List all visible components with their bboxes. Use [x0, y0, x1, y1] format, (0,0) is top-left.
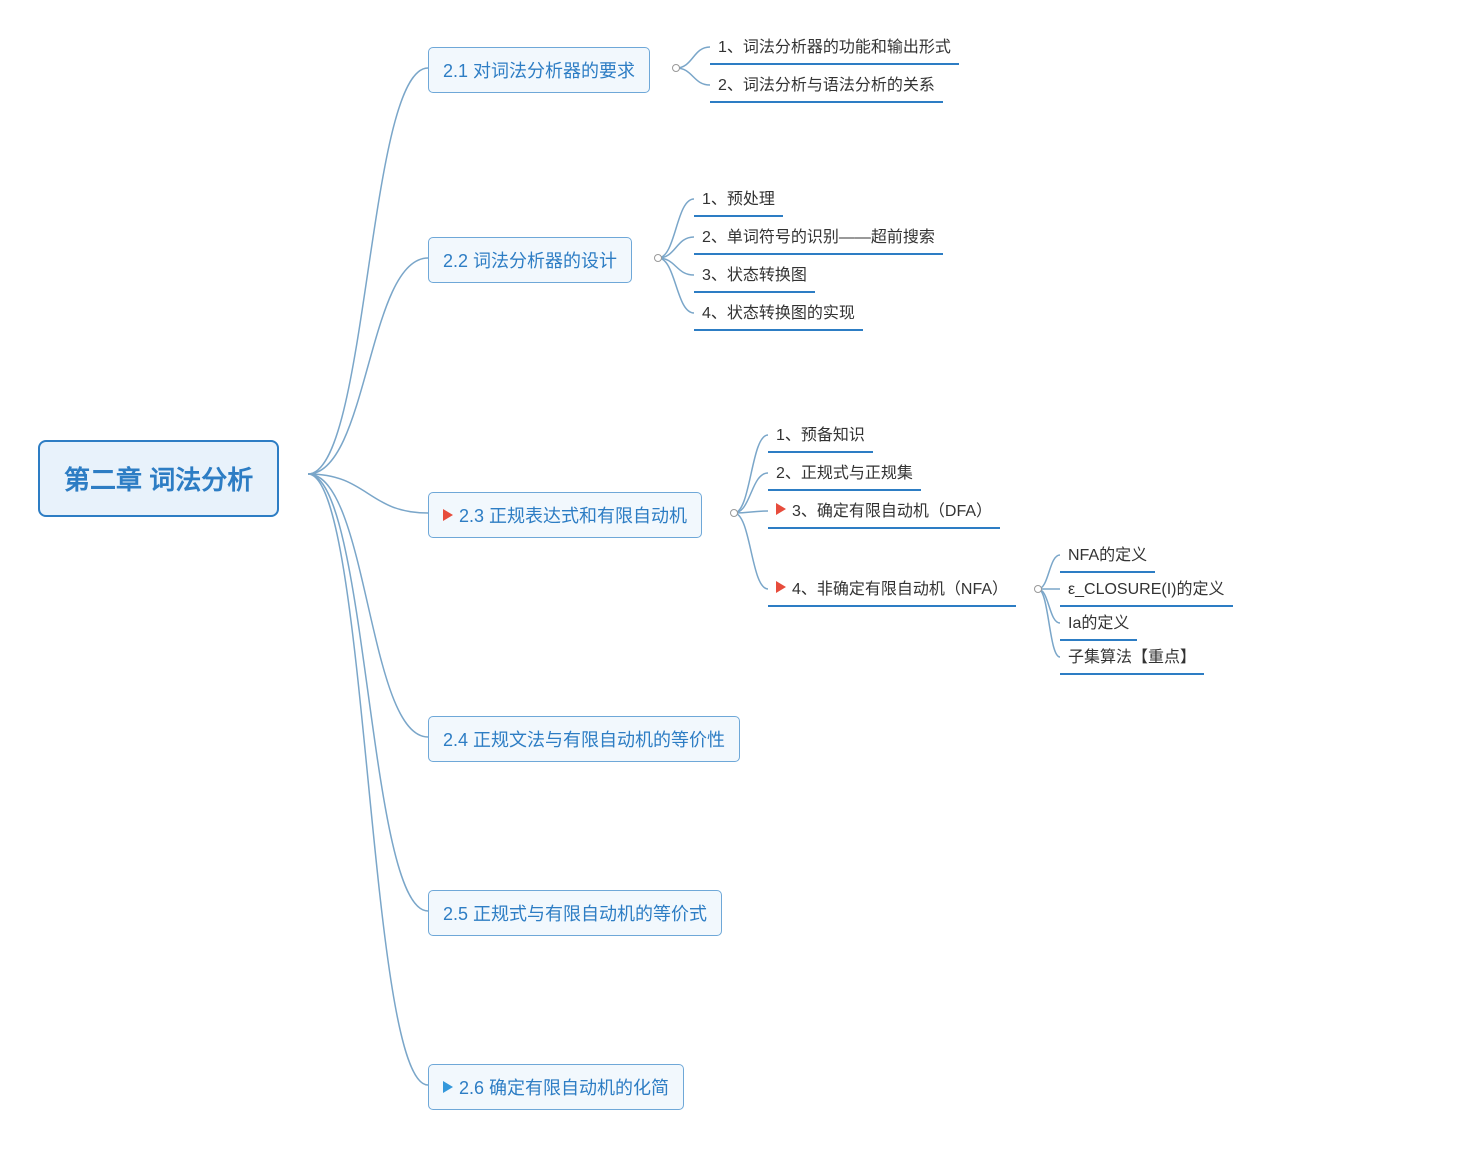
leaf-node[interactable]: 4、非确定有限自动机（NFA） — [768, 570, 1016, 607]
edge — [1038, 589, 1060, 623]
leaf-label: NFA的定义 — [1068, 541, 1147, 565]
branch-node[interactable]: 2.3 正规表达式和有限自动机 — [428, 492, 702, 538]
leaf-label: 2、词法分析与语法分析的关系 — [718, 71, 935, 95]
edge — [308, 474, 428, 1085]
branch-label: 2.1 对词法分析器的要求 — [443, 57, 635, 83]
connector-dot — [1034, 585, 1042, 593]
edge — [308, 474, 428, 911]
connector-dot — [672, 64, 680, 72]
root-node[interactable]: 第二章 词法分析 — [38, 440, 279, 517]
leaf-node[interactable]: NFA的定义 — [1060, 536, 1155, 573]
branch-node[interactable]: 2.1 对词法分析器的要求 — [428, 47, 650, 93]
leaf-label: 3、状态转换图 — [702, 261, 807, 285]
edge — [734, 435, 768, 513]
leaf-label: Ia的定义 — [1068, 609, 1129, 633]
flag-red-icon — [776, 581, 786, 593]
branch-label: 2.3 正规表达式和有限自动机 — [459, 502, 687, 528]
leaf-node[interactable]: 3、确定有限自动机（DFA） — [768, 492, 1000, 529]
branch-node[interactable]: 2.6 确定有限自动机的化简 — [428, 1064, 684, 1110]
flag-blue-icon — [443, 1081, 453, 1093]
edge — [734, 473, 768, 513]
leaf-node[interactable]: 子集算法【重点】 — [1060, 638, 1204, 675]
edge — [658, 258, 694, 275]
connector-dot — [730, 509, 738, 517]
leaf-label: 子集算法【重点】 — [1068, 643, 1196, 667]
leaf-node[interactable]: 1、预处理 — [694, 180, 783, 217]
edge — [1038, 555, 1060, 589]
edge — [308, 258, 428, 474]
leaf-label: ε_CLOSURE(I)的定义 — [1068, 575, 1225, 599]
leaf-node[interactable]: 3、状态转换图 — [694, 256, 815, 293]
leaf-label: 2、单词符号的识别——超前搜索 — [702, 223, 935, 247]
edge — [734, 513, 768, 589]
leaf-node[interactable]: ε_CLOSURE(I)的定义 — [1060, 570, 1233, 607]
leaf-label: 1、预备知识 — [776, 421, 865, 445]
leaf-node[interactable]: 2、词法分析与语法分析的关系 — [710, 66, 943, 103]
branch-node[interactable]: 2.2 词法分析器的设计 — [428, 237, 632, 283]
edge-layer — [0, 0, 1478, 1151]
edge — [676, 68, 710, 85]
flag-red-icon — [776, 503, 786, 515]
edge — [658, 258, 694, 313]
branch-label: 2.2 词法分析器的设计 — [443, 247, 617, 273]
branch-node[interactable]: 2.4 正规文法与有限自动机的等价性 — [428, 716, 740, 762]
branch-node[interactable]: 2.5 正规式与有限自动机的等价式 — [428, 890, 722, 936]
branch-label: 2.5 正规式与有限自动机的等价式 — [443, 900, 707, 926]
leaf-label: 1、词法分析器的功能和输出形式 — [718, 33, 951, 57]
edge — [308, 474, 428, 737]
edge — [658, 237, 694, 258]
leaf-label: 4、状态转换图的实现 — [702, 299, 855, 323]
leaf-node[interactable]: 1、预备知识 — [768, 416, 873, 453]
edge — [1038, 589, 1060, 657]
flag-red-icon — [443, 509, 453, 521]
leaf-node[interactable]: 2、正规式与正规集 — [768, 454, 921, 491]
leaf-node[interactable]: Ia的定义 — [1060, 604, 1137, 641]
edge — [658, 199, 694, 258]
leaf-node[interactable]: 1、词法分析器的功能和输出形式 — [710, 28, 959, 65]
leaf-label: 1、预处理 — [702, 185, 775, 209]
branch-label: 2.6 确定有限自动机的化简 — [459, 1074, 669, 1100]
leaf-node[interactable]: 2、单词符号的识别——超前搜索 — [694, 218, 943, 255]
connector-dot — [654, 254, 662, 262]
edge — [308, 474, 428, 513]
edge — [308, 68, 428, 474]
leaf-label: 4、非确定有限自动机（NFA） — [792, 575, 1008, 599]
root-label: 第二章 词法分析 — [64, 465, 253, 495]
branch-label: 2.4 正规文法与有限自动机的等价性 — [443, 726, 725, 752]
edge — [734, 511, 768, 513]
leaf-node[interactable]: 4、状态转换图的实现 — [694, 294, 863, 331]
leaf-label: 3、确定有限自动机（DFA） — [792, 497, 992, 521]
edge — [676, 47, 710, 68]
leaf-label: 2、正规式与正规集 — [776, 459, 913, 483]
